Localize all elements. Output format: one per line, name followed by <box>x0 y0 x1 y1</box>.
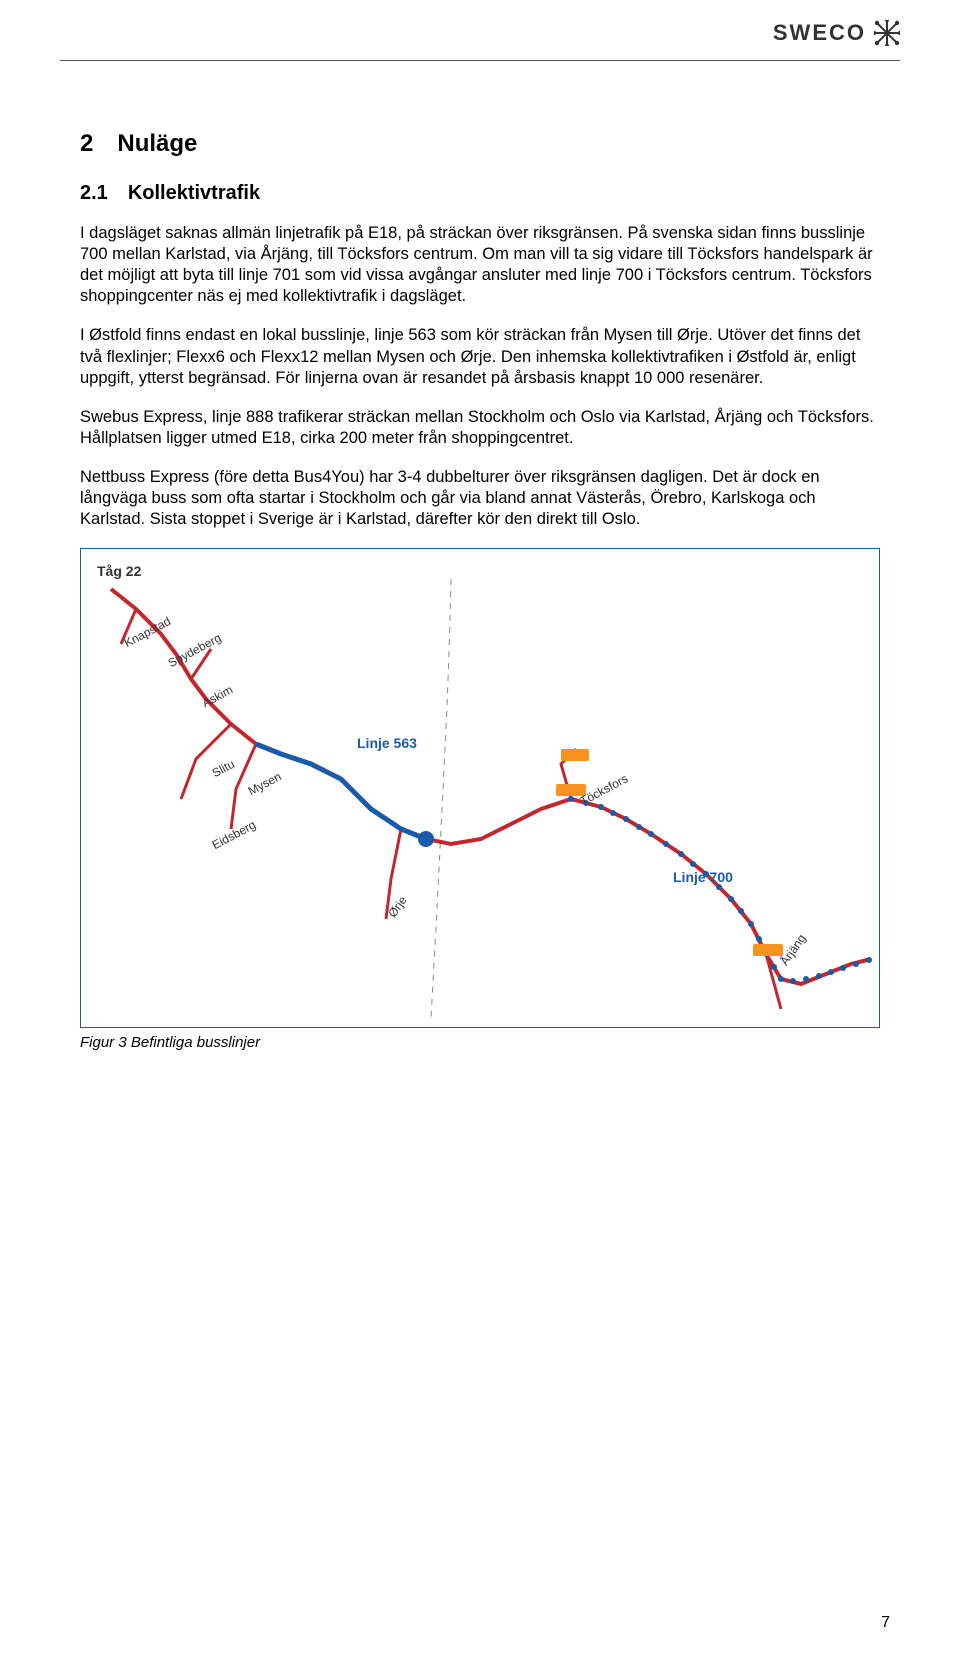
subsection-number: 2.1 <box>80 182 108 205</box>
paragraph-2: I Østfold finns endast en lokal busslinj… <box>80 325 880 388</box>
figure-map: Tåg 22 Knapstad Spydeberg Askim Slitu My… <box>80 548 880 1028</box>
logo-text: SWECO <box>773 20 866 46</box>
header-rule <box>60 60 900 61</box>
subsection-title: Kollektivtrafik <box>128 182 260 205</box>
map-label-tag22: Tåg 22 <box>97 563 141 579</box>
map-label-linje700: Linje 700 <box>673 869 733 885</box>
map-svg <box>81 549 880 1028</box>
page-number: 7 <box>881 1614 890 1632</box>
section-title: Nuläge <box>117 130 197 158</box>
page-content: 2 Nuläge 2.1 Kollektivtrafik I dagsläget… <box>80 130 880 1051</box>
paragraph-1: I dagsläget saknas allmän linjetrafik på… <box>80 223 880 307</box>
section-number: 2 <box>80 130 93 158</box>
paragraph-3: Swebus Express, linje 888 trafikerar str… <box>80 407 880 449</box>
subsection-heading: 2.1 Kollektivtrafik <box>80 182 880 205</box>
paragraph-4: Nettbuss Express (före detta Bus4You) ha… <box>80 467 880 530</box>
figure-caption: Figur 3 Befintliga busslinjer <box>80 1034 880 1051</box>
logo-icon <box>874 20 900 46</box>
header-logo: SWECO <box>773 20 900 46</box>
map-label-linje563: Linje 563 <box>357 735 417 751</box>
section-heading: 2 Nuläge <box>80 130 880 158</box>
